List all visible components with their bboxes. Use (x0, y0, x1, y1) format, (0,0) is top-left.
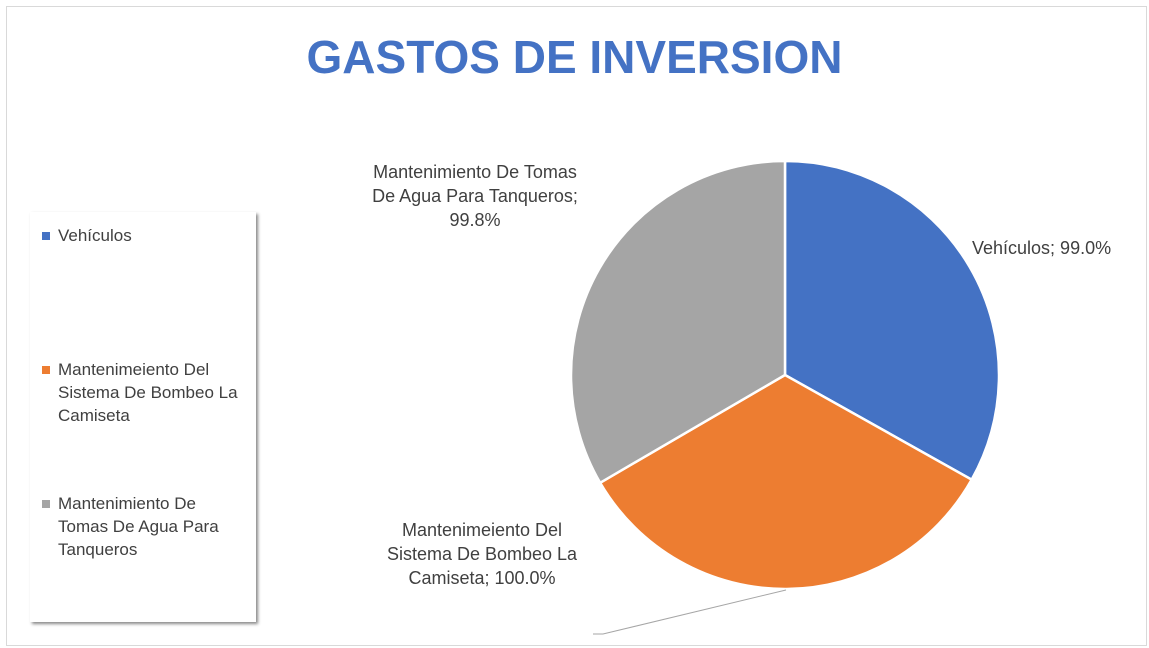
leader-line (593, 589, 787, 635)
pie-slice (569, 159, 787, 485)
legend-label: Mantenimiento De Tomas De Agua Para Tanq… (58, 494, 219, 559)
legend-label: Mantenimeiento Del Sistema De Bombeo La … (58, 360, 238, 425)
legend-item: Vehículos (38, 224, 248, 247)
legend-label: Vehículos (58, 226, 132, 245)
chart-title: GASTOS DE INVERSION (306, 31, 843, 83)
legend-marker (42, 366, 50, 374)
pie-slice (598, 373, 974, 591)
pie-slice (783, 159, 1001, 482)
chart-frame (6, 6, 1147, 646)
data-label: Mantenimeiento Del Sistema De Bombeo La … (386, 520, 578, 588)
legend-marker (42, 500, 50, 508)
data-label: Mantenimiento De Tomas De Agua Para Tanq… (372, 162, 578, 230)
legend: Vehículos Mantenimeiento Del Sistema De B… (30, 212, 256, 622)
data-label: Vehículos; 99.0% (972, 238, 1112, 258)
legend-item: Mantenimiento De Tomas De Agua Para Tanq… (38, 492, 248, 561)
legend-item: Mantenimeiento Del Sistema De Bombeo La … (38, 358, 248, 427)
legend-marker (42, 232, 50, 240)
